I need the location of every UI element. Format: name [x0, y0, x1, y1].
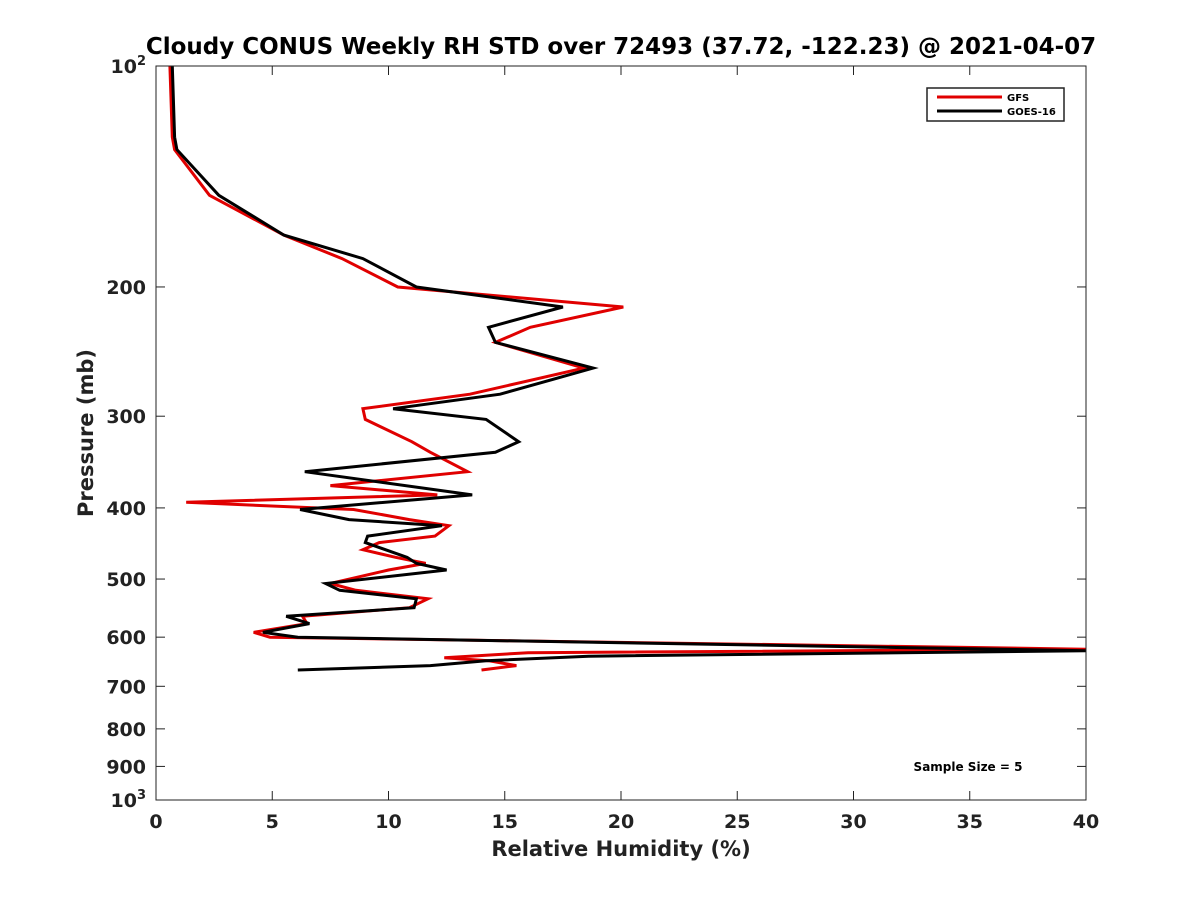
legend-box	[926, 87, 1065, 122]
y-tick-label: 900	[106, 756, 146, 778]
legend-label: GOES-16	[1007, 107, 1056, 118]
y-tick-label: 200	[106, 277, 146, 299]
series-line-gfs	[168, 65, 1087, 672]
plot-area-frame	[155, 65, 1087, 801]
x-tick-label: 0	[149, 811, 162, 833]
x-tick-label: 30	[840, 811, 866, 833]
chart-title: Cloudy CONUS Weekly RH STD over 72493 (3…	[146, 34, 1096, 60]
y-tick-label: 600	[106, 627, 146, 649]
legend-label: GFS	[1007, 93, 1029, 104]
y-tick-label: 500	[106, 569, 146, 591]
x-tick-label: 25	[724, 811, 750, 833]
x-tick-label: 35	[957, 811, 983, 833]
x-tick-label: 15	[492, 811, 518, 833]
y-tick-label: 300	[106, 406, 146, 428]
axes: 0 5 10 15 20 25 30 35 40 102 200 300 400 500 600 700 800…	[106, 54, 1099, 833]
legend: GFS GOES-16	[926, 87, 1065, 122]
series-line-goes-16	[170, 65, 1087, 672]
y-tick-label: 700	[106, 676, 146, 698]
x-tick-label: 20	[608, 811, 634, 833]
x-tick-label: 10	[375, 811, 401, 833]
series-layer	[168, 65, 1087, 672]
y-tick-label: 800	[106, 719, 146, 741]
y-tick-label: 400	[106, 498, 146, 520]
y-tick-label: 102	[111, 54, 147, 78]
sample-size-annotation: Sample Size = 5	[914, 760, 1023, 774]
x-tick-label: 40	[1073, 811, 1099, 833]
x-axis-label: Relative Humidity (%)	[491, 837, 750, 861]
y-axis-label: Pressure (mb)	[74, 349, 98, 517]
x-tick-label: 5	[266, 811, 279, 833]
y-tick-label: 103	[111, 788, 147, 812]
